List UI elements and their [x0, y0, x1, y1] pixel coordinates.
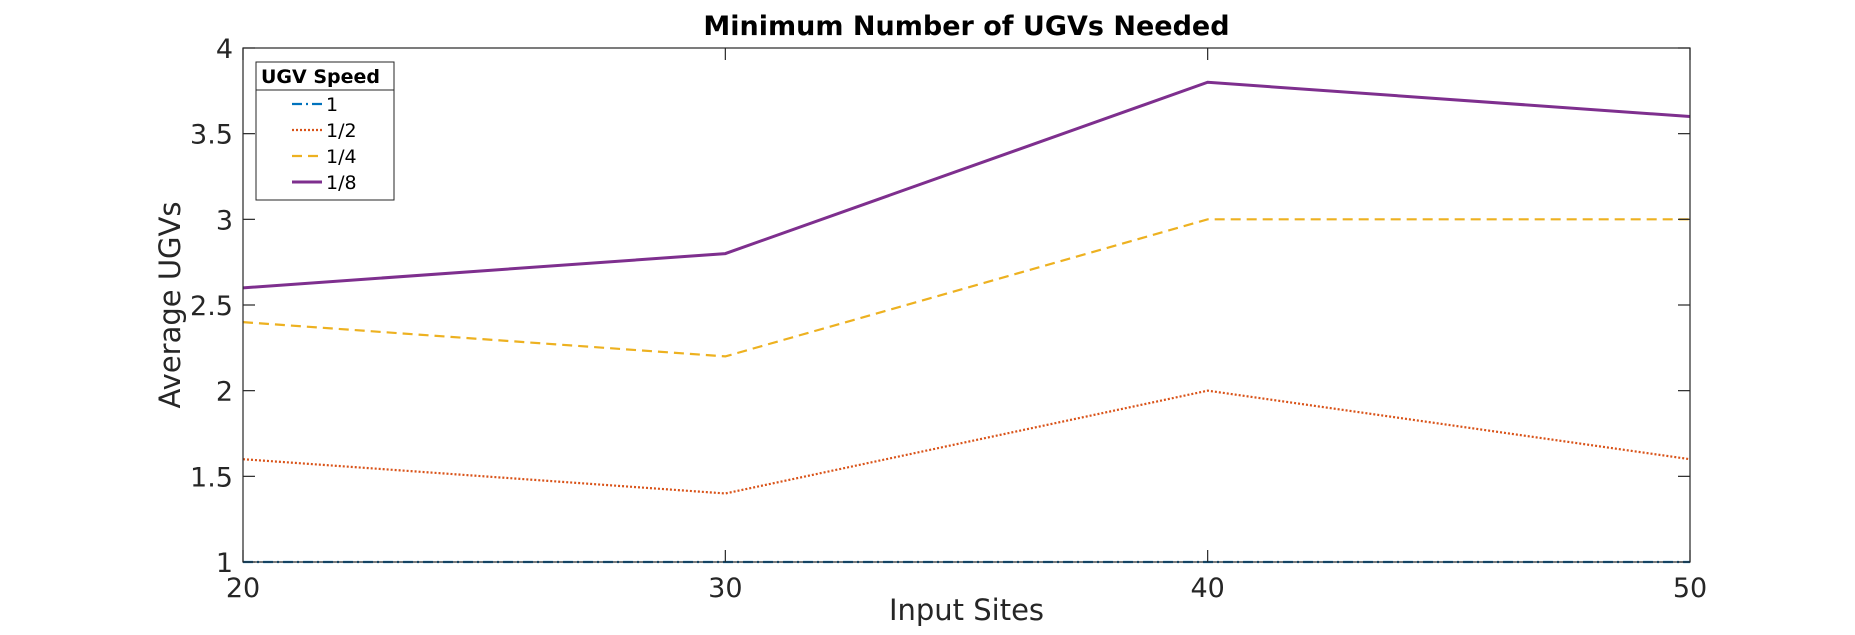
x-tick-label: 20 — [226, 573, 260, 604]
legend-label-2: 1/4 — [326, 146, 357, 168]
plot-frame — [242, 47, 1691, 563]
x-axis-label: Input Sites — [889, 593, 1044, 627]
series-layer — [242, 80, 1691, 564]
chart-title: Minimum Number of UGVs Needed — [703, 11, 1229, 42]
y-tick-label: 2 — [216, 377, 233, 408]
y-tick-label: 3.5 — [190, 120, 233, 151]
y-tick-label: 1.5 — [190, 462, 233, 493]
x-tick-label: 50 — [1673, 573, 1707, 604]
y-tick-label: 2.5 — [190, 291, 233, 322]
legend-entries: 1 1/2 1/4 1/8 — [292, 94, 357, 194]
series-line-1 — [242, 389, 1691, 495]
y-axis-label: Average UGVs — [153, 202, 187, 409]
series-line-2 — [242, 218, 1690, 358]
x-tick-label: 40 — [1190, 573, 1224, 604]
y-tick-label: 3 — [216, 205, 233, 236]
y-tick-label: 1 — [216, 548, 233, 579]
legend-label-0: 1 — [326, 94, 338, 116]
x-tick-label: 30 — [708, 573, 742, 604]
legend-title: UGV Speed — [261, 66, 380, 88]
legend-label-1: 1/2 — [326, 120, 357, 142]
series-line-3 — [242, 80, 1691, 290]
legend-label-3: 1/8 — [326, 172, 357, 194]
legend-box — [255, 61, 395, 201]
ticks-layer: 20 30 40 50 1 1.5 2 2.5 3 3.5 4 — [190, 34, 1707, 604]
legend: UGV Speed 1 1/2 1/4 1/8 — [255, 61, 395, 201]
y-tick-label: 4 — [216, 34, 233, 65]
